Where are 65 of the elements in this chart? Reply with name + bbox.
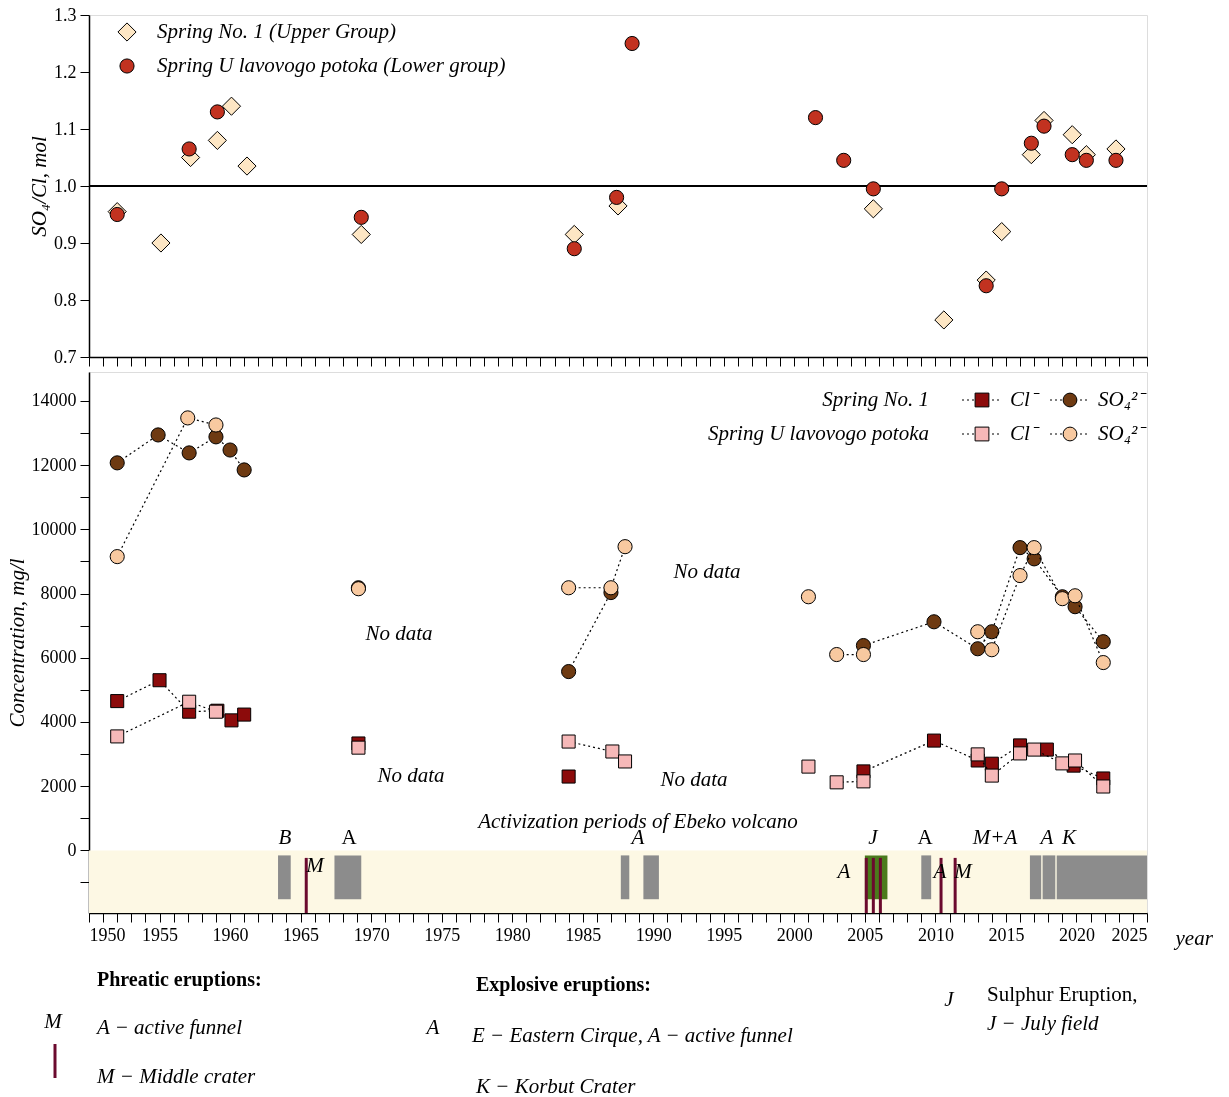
annotation: A — [1038, 825, 1054, 849]
text: E − Eastern Cirque, A − active funnel — [471, 1023, 793, 1047]
annotation: No data — [376, 763, 445, 787]
x-tick-label: 2005 — [847, 924, 884, 945]
x-tick-label: 1960 — [212, 924, 249, 945]
x-tick-label: 2000 — [776, 924, 813, 945]
y-tick-label: 1.1 — [54, 118, 77, 139]
annotation: A — [917, 825, 934, 849]
x-tick-label: 1965 — [283, 924, 320, 945]
x-tick-label: 1970 — [353, 924, 390, 945]
x-tick-label: 1985 — [565, 924, 602, 945]
text: M — [43, 1009, 64, 1033]
annotation: Spring U lavovogo potoka — [707, 421, 929, 445]
annotation: Spring No. 1 — [822, 387, 929, 411]
x-tick-label: 1980 — [494, 924, 531, 945]
x-tick-label: 1955 — [142, 924, 179, 945]
y-tick-label: 1.0 — [54, 175, 77, 196]
annotation: J — [868, 825, 880, 849]
annotation: No data — [672, 559, 741, 583]
y-tick-label: 0 — [67, 839, 77, 860]
annotation: M+A — [971, 825, 1018, 849]
x-tick-label: 1995 — [706, 924, 743, 945]
annotation: K — [1060, 825, 1077, 849]
annotation: No data — [364, 621, 433, 645]
text: A − active funnel — [95, 1015, 243, 1039]
text: Phreatic eruptions: — [97, 968, 262, 991]
legend-label: Spring No. 1 (Upper Group) — [157, 19, 396, 43]
y-tick-label: 0.7 — [54, 346, 77, 367]
annotation: B — [278, 825, 292, 849]
text: M − Middle crater — [96, 1064, 257, 1088]
y-tick-label: 6000 — [40, 647, 77, 668]
y-tick-label: 1.3 — [54, 4, 77, 25]
x-tick-label: 2020 — [1058, 924, 1095, 945]
x-tick-label: 2025 — [1111, 924, 1148, 945]
x-axis-title: year — [1173, 925, 1214, 950]
y-tick-label: 2000 — [40, 775, 77, 796]
annotation: A — [341, 825, 358, 849]
text: Sulphur Eruption, — [987, 982, 1138, 1006]
y-tick-label: 0.8 — [54, 289, 77, 310]
y-tick-label: 1.2 — [54, 61, 77, 82]
legend-label: Spring U lavovogo potoka (Lower group) — [157, 53, 506, 77]
y-tick-label: 4000 — [40, 711, 77, 732]
x-tick-label: 1975 — [424, 924, 461, 945]
annotation: No data — [659, 767, 728, 791]
x-tick-label: 2010 — [917, 924, 954, 945]
text: K − Korbut Crater — [475, 1074, 637, 1097]
x-tick-label: 2015 — [988, 924, 1025, 945]
y-axis-title: SO₄/Cl, mol — [27, 136, 51, 237]
y-tick-label: 10000 — [31, 518, 77, 539]
x-tick-label: 1990 — [635, 924, 672, 945]
y-tick-label: 12000 — [31, 454, 77, 475]
legend-label: SO₄²⁻ — [1098, 421, 1148, 445]
annotation: A — [835, 859, 851, 883]
text: A — [424, 1015, 440, 1039]
legend-label: Cl⁻ — [1010, 421, 1040, 445]
y-axis-title: Concentration, mg/l — [4, 558, 29, 728]
legend-label: Cl⁻ — [1010, 387, 1040, 411]
y-tick-label: 8000 — [40, 583, 77, 604]
text: J — [944, 987, 956, 1011]
legend-label: SO₄²⁻ — [1098, 387, 1148, 411]
x-tick-label: 1950 — [89, 924, 126, 945]
text: Explosive eruptions: — [476, 973, 652, 996]
y-tick-label: 0.9 — [54, 232, 77, 253]
text: J − July field — [987, 1011, 1100, 1035]
y-tick-label: 14000 — [31, 390, 77, 411]
